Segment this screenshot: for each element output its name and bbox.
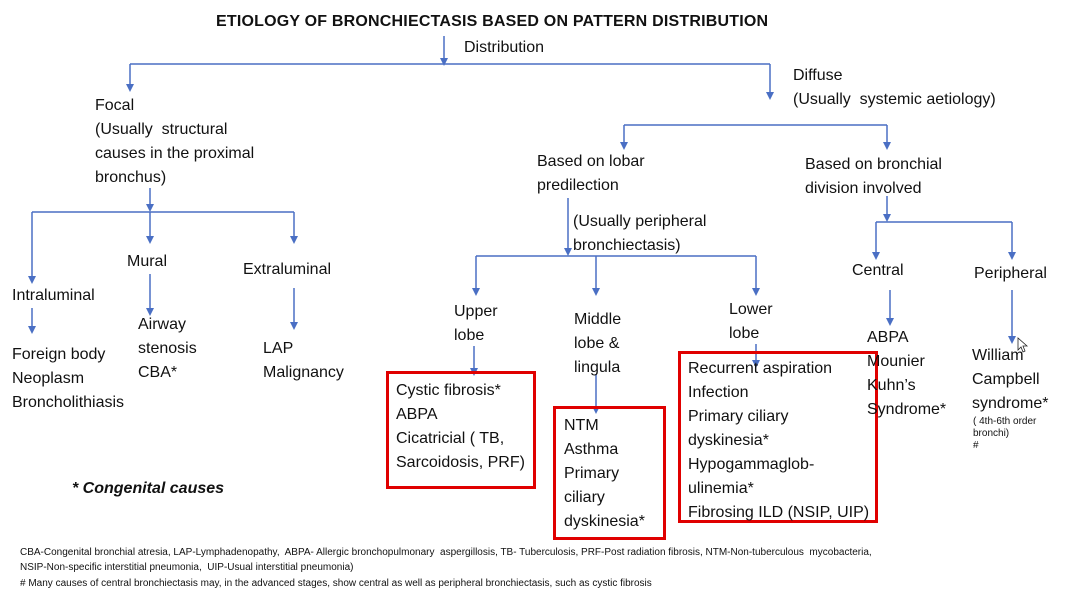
- mural-causes: Airway stenosis CBA*: [138, 316, 197, 381]
- node-lower-lobe: Lower lobe: [729, 301, 773, 342]
- upper-lobe-causes: Cystic fibrosis* ABPA Cicatricial ( TB, …: [396, 382, 525, 471]
- peripheral-causes: William Campbell syndrome*: [972, 347, 1049, 412]
- footnote-line-3: # Many causes of central bronchiectasis …: [20, 578, 652, 589]
- lower-lobe-causes-box: [678, 351, 878, 523]
- peripheral-note: ( 4th-6th order bronchi) #: [973, 416, 1037, 451]
- mouse-cursor-icon: [1017, 337, 1029, 353]
- node-bronchial-division: Based on bronchial division involved: [805, 156, 942, 197]
- node-distribution: Distribution: [464, 39, 545, 56]
- upper-lobe-causes-box: [386, 371, 536, 489]
- footnote-line-1: CBA-Congenital bronchial atresia, LAP-Ly…: [20, 547, 872, 558]
- intraluminal-causes: Foreign body Neoplasm Broncholithiasis: [12, 346, 125, 411]
- node-middle-lobe: Middle lobe & lingula: [574, 311, 622, 376]
- node-peripheral: Peripheral: [974, 265, 1047, 282]
- node-mural: Mural: [127, 253, 168, 270]
- node-focal: Focal (Usually structural causes in the …: [95, 97, 255, 186]
- central-causes: ABPA Mounier Kuhn’s Syndrome*: [867, 329, 947, 418]
- lower-lobe-causes: Recurrent aspiration Infection Primary c…: [688, 360, 870, 521]
- node-central: Central: [852, 262, 904, 279]
- footnote-line-2: NSIP-Non-specific interstitial pneumonia…: [20, 562, 354, 573]
- diagram-title: ETIOLOGY OF BRONCHIECTASIS BASED ON PATT…: [216, 13, 769, 30]
- node-extraluminal: Extraluminal: [243, 261, 332, 278]
- extraluminal-causes: LAP Malignancy: [263, 340, 344, 381]
- node-diffuse: Diffuse (Usually systemic aetiology): [793, 67, 996, 108]
- congenital-causes-note: * Congenital causes: [72, 480, 225, 497]
- node-intraluminal: Intraluminal: [12, 287, 95, 304]
- node-lobar-predilection: Based on lobar predilection: [537, 153, 645, 194]
- middle-lobe-causes-box: [553, 406, 666, 540]
- middle-lobe-causes: NTM Asthma Primary ciliary dyskinesia*: [564, 417, 645, 530]
- lobar-note: (Usually peripheral bronchiectasis): [573, 213, 707, 254]
- node-upper-lobe: Upper lobe: [454, 303, 498, 344]
